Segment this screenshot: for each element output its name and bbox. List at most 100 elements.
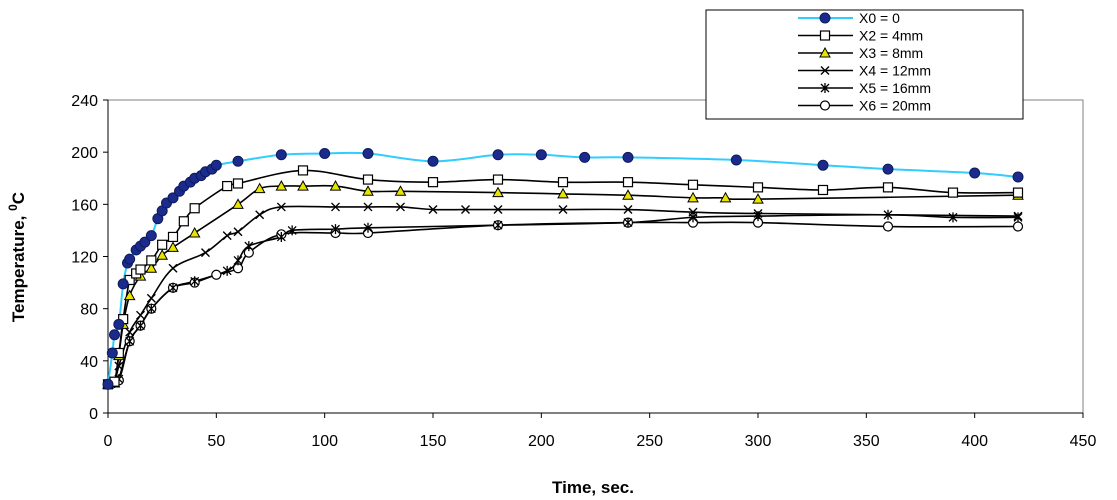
data-point-open-circle (819, 100, 831, 111)
data-point-filled-circle (109, 329, 120, 341)
data-point-x (396, 202, 405, 212)
data-point-x (428, 205, 438, 215)
data-point-filled-circle (117, 278, 129, 290)
x-axis-label: Time, sec. (552, 478, 634, 497)
legend-label-2: X3 = 8mm (859, 45, 923, 61)
data-point-square (947, 187, 959, 198)
data-point-x (233, 227, 243, 237)
data-point-square (167, 231, 179, 243)
data-point-triangle (362, 185, 374, 196)
y-tick-label: 200 (71, 145, 98, 162)
x-tick-label: 50 (207, 433, 225, 450)
data-point-triangle (232, 198, 244, 209)
data-point-star (244, 241, 254, 252)
x-tick-label: 150 (420, 433, 447, 450)
data-point-filled-circle (622, 151, 634, 163)
data-point-star (1013, 212, 1023, 223)
data-point-square (146, 255, 157, 266)
data-point-x (125, 327, 135, 337)
y-axis-label-unit: C (9, 192, 28, 204)
data-point-filled-circle (113, 318, 125, 330)
y-tick-label: 160 (71, 197, 98, 214)
data-point-triangle (275, 180, 288, 191)
data-point-square (492, 174, 504, 185)
x-tick-label: 350 (853, 433, 880, 450)
data-point-filled-circle (817, 159, 829, 171)
data-point-filled-circle (882, 163, 894, 175)
data-point-x (168, 263, 178, 273)
y-tick-label: 40 (80, 354, 98, 371)
data-point-x (136, 310, 145, 320)
data-point-triangle (145, 262, 158, 273)
data-point-triangle (557, 187, 569, 199)
data-point-filled-circle (579, 151, 591, 163)
y-tick-label: 80 (80, 302, 98, 319)
data-point-x (363, 202, 373, 212)
data-point-filled-circle (139, 236, 151, 248)
data-point-open-circle (211, 269, 222, 280)
data-point-star (363, 222, 373, 233)
data-point-x (201, 248, 210, 258)
data-point-x (146, 293, 156, 303)
data-point-triangle (819, 46, 831, 58)
x-tick-label: 100 (311, 433, 338, 450)
legend-label-3: X4 = 12mm (859, 63, 931, 79)
data-point-filled-circle (730, 154, 742, 166)
data-point-x (461, 205, 470, 215)
legend-label-0: X0 = 0 (859, 10, 900, 26)
data-point-star (493, 220, 503, 231)
x-tick-label: 300 (745, 433, 772, 450)
data-point-square (297, 165, 309, 176)
data-point-square (557, 177, 569, 188)
data-point-x (331, 202, 340, 212)
data-point-triangle (394, 185, 407, 196)
data-point-filled-circle (535, 149, 547, 161)
data-point-x (1013, 211, 1023, 221)
legend-label-1: X2 = 4mm (859, 28, 923, 44)
data-point-square (189, 203, 200, 214)
data-point-star (331, 224, 340, 235)
x-tick-label: 200 (528, 433, 555, 450)
data-point-triangle (492, 186, 504, 198)
y-axis-label: Temperature, 0C (6, 192, 28, 322)
data-point-x (558, 205, 568, 215)
data-point-x (276, 202, 286, 212)
y-tick-label: 0 (89, 406, 98, 423)
data-point-filled-circle (362, 147, 374, 159)
data-point-x (623, 205, 633, 215)
data-point-square (622, 177, 634, 188)
legend-label-4: X5 = 16mm (859, 80, 931, 96)
data-point-filled-circle (145, 230, 157, 242)
data-point-triangle (156, 249, 169, 260)
data-point-triangle (719, 191, 732, 203)
data-point-filled-circle (275, 149, 287, 161)
data-point-square (427, 177, 439, 188)
x-tick-label: 0 (104, 433, 113, 450)
data-point-square (362, 174, 374, 185)
data-point-x (493, 205, 503, 215)
data-point-star (883, 209, 893, 220)
data-point-filled-circle (106, 347, 118, 359)
data-point-triangle (622, 189, 634, 200)
data-point-x (688, 207, 698, 217)
data-point-star (222, 265, 232, 276)
data-point-star (276, 231, 286, 242)
y-axis-label-main: Temperature, (9, 211, 28, 322)
data-point-x (753, 208, 763, 218)
data-point-square (687, 179, 699, 190)
data-point-filled-circle (969, 167, 981, 179)
data-point-star (136, 320, 145, 331)
y-tick-group: 0 40 80 120 160 200 240 (71, 93, 108, 423)
series-marker-group (102, 147, 1024, 390)
data-point-star (948, 212, 958, 223)
y-tick-label: 120 (71, 250, 98, 267)
data-point-filled-circle (102, 378, 114, 390)
data-point-filled-circle (167, 192, 179, 204)
x-tick-label: 400 (961, 433, 988, 450)
data-point-triangle (123, 289, 136, 301)
data-point-filled-circle (319, 147, 331, 159)
data-point-triangle (687, 191, 699, 203)
data-point-filled-circle (210, 159, 222, 171)
